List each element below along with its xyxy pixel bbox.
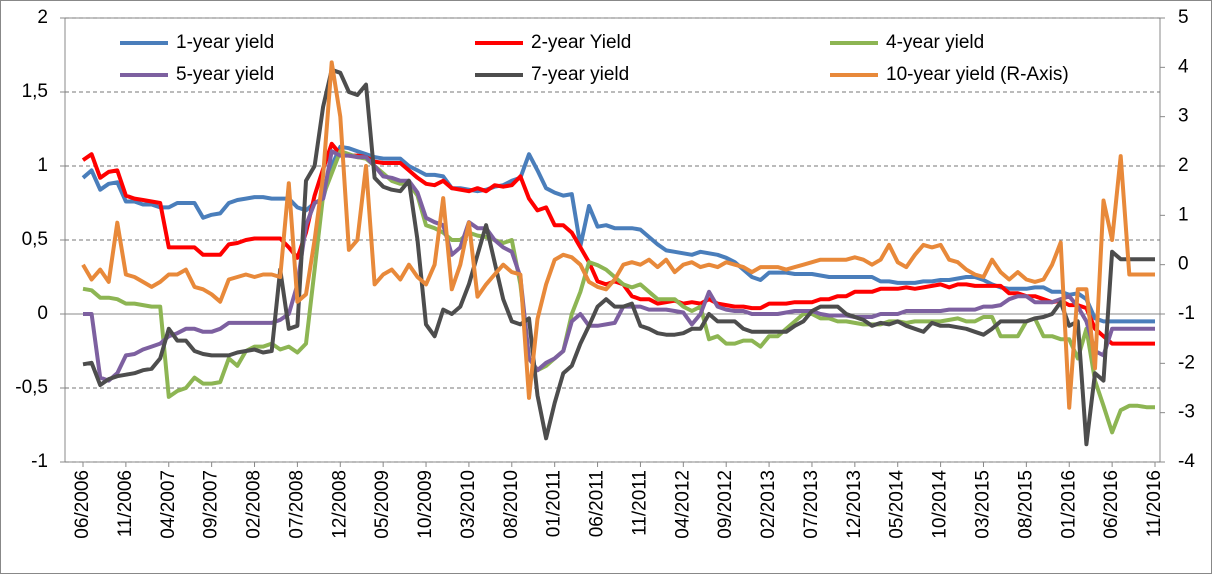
x-tick-label: 12/2013 — [844, 470, 865, 539]
legend-label: 7-year yield — [531, 64, 629, 85]
x-tick-label: 01/2016 — [1058, 470, 1079, 539]
x-tick-label: 08/2010 — [501, 470, 522, 539]
y2-tick-label: 3 — [1178, 106, 1189, 127]
x-tick-label: 11/2016 — [1144, 470, 1165, 537]
y2-tick-label: -2 — [1178, 352, 1195, 373]
series-line — [82, 67, 1155, 447]
legend-label: 1-year yield — [176, 32, 274, 53]
y-tick-label: 1 — [37, 155, 48, 176]
x-tick-label: 05/2009 — [372, 470, 393, 539]
x-tick-label: 11/2011 — [629, 470, 650, 536]
x-tick-label: 04/2007 — [158, 470, 179, 539]
x-tick-label: 10/2014 — [930, 470, 951, 539]
y2-tick-label: 5 — [1178, 7, 1189, 28]
series-line — [81, 60, 1155, 410]
y2-tick-label: 2 — [1178, 155, 1189, 176]
x-tick-label: 09/2012 — [715, 470, 736, 539]
x-tick-label: 09/2007 — [201, 470, 222, 539]
x-tick-label: 06/2016 — [1101, 470, 1122, 539]
y-tick-label: 0 — [37, 303, 48, 324]
x-tick-label: 06/2006 — [72, 470, 93, 539]
x-tick-label: 08/2015 — [1015, 470, 1036, 539]
x-tick-label: 06/2011 — [587, 470, 608, 537]
x-tick-label: 03/2015 — [972, 470, 993, 539]
y-tick-label: 2 — [37, 7, 48, 28]
x-tick-label: 11/2006 — [115, 470, 136, 537]
x-tick-label: 10/2009 — [415, 470, 436, 539]
x-tick-label: 03/2010 — [458, 470, 479, 539]
y2-tick-label: -3 — [1178, 402, 1195, 423]
x-tick-label: 05/2014 — [887, 470, 908, 539]
y2-tick-label: 0 — [1178, 254, 1189, 275]
y-tick-label: 1,5 — [22, 81, 48, 102]
x-tick-label: 12/2008 — [329, 470, 350, 539]
series-line — [83, 149, 1155, 383]
x-tick-label: 01/2011 — [544, 470, 565, 537]
legend-label: 2-year Yield — [531, 32, 631, 53]
x-tick-label: 02/2013 — [758, 470, 779, 539]
legend-label: 5-year yield — [176, 64, 274, 85]
x-tick-label: 02/2008 — [244, 470, 265, 539]
legend-label: 4-year yield — [886, 32, 984, 53]
series-line — [81, 144, 1155, 324]
y2-tick-label: 4 — [1178, 56, 1189, 77]
x-tick-label: 07/2008 — [286, 470, 307, 539]
y2-tick-label: -1 — [1178, 303, 1195, 324]
y-tick-label: -1 — [31, 451, 48, 472]
x-tick-label: 07/2013 — [801, 470, 822, 539]
series-line — [82, 149, 1155, 435]
y2-tick-label: -4 — [1178, 451, 1195, 472]
y-tick-label: -0,5 — [15, 377, 48, 398]
y-tick-label: 0,5 — [22, 229, 48, 250]
y2-tick-label: 1 — [1178, 204, 1189, 225]
legend-label: 10-year yield (R-Axis) — [886, 64, 1069, 85]
x-tick-label: 04/2012 — [672, 470, 693, 539]
